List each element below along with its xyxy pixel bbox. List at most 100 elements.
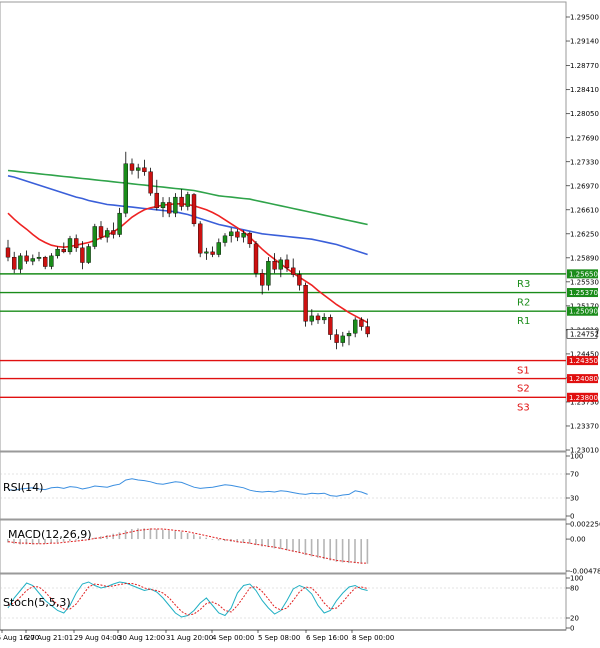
rsi-tick-label: 100 (570, 453, 583, 461)
support-resistance-levels: 1.25650 R3 1.25370 R2 1.25090 R1 1.24350 S1 1.24… (0, 269, 598, 413)
candle (197, 221, 203, 258)
level-price-label: 1.23800 (569, 394, 598, 402)
macd-bar (93, 537, 96, 540)
ma-mid-line (7, 175, 368, 256)
macd-bar (124, 530, 127, 540)
candle (67, 235, 73, 255)
level-price-box (567, 392, 598, 402)
time-tick-label: 30 Aug 12:00 (118, 634, 165, 642)
candle (216, 238, 222, 258)
candle (179, 189, 184, 211)
candle (272, 253, 277, 274)
candle (43, 255, 48, 270)
macd-bar (62, 539, 65, 542)
macd-bar (143, 528, 145, 540)
time-tick-label: 8 Sep 00:00 (352, 634, 394, 642)
macd-bar (137, 528, 139, 540)
candle (247, 231, 253, 248)
candle (334, 329, 339, 350)
macd-bar (118, 532, 121, 540)
candle (166, 197, 172, 218)
macd-bar (366, 539, 369, 564)
price-tick-label: 1.29140 (570, 38, 599, 46)
macd-bar (279, 539, 282, 550)
time-tick-label: 4 Sep 00:00 (212, 634, 254, 642)
time-tick-label: 31 Aug 20:00 (166, 634, 213, 642)
macd-bar (56, 539, 59, 543)
price-tick-label: 1.26970 (570, 182, 599, 190)
price-tick-label: 1.23730 (570, 398, 599, 406)
rsi-tick-label: 30 (570, 495, 579, 503)
macd-title: MACD(12,26,9) (8, 528, 92, 541)
macd-bar (50, 539, 52, 544)
rsi-pane: 100 70 30 0 RSI(14) (0, 451, 583, 521)
candle (365, 318, 370, 338)
candle (142, 159, 147, 176)
macd-bar (186, 533, 189, 540)
level-price-label: 1.25650 (569, 270, 598, 278)
macd-bar (323, 539, 325, 560)
macd-bar (335, 539, 338, 562)
macd-bar (286, 539, 288, 551)
macd-bar (255, 539, 257, 546)
macd-histogram (7, 528, 369, 564)
rsi-tick-label: 70 (570, 471, 579, 479)
candle (55, 246, 60, 259)
stoch-tick-label: 80 (570, 585, 579, 593)
macd-bar (211, 539, 214, 540)
candle (191, 193, 197, 227)
macd-bar (248, 539, 251, 544)
candle (80, 241, 85, 270)
candle (36, 251, 42, 262)
price-tick-label: 1.24450 (570, 350, 599, 358)
macd-bar (81, 539, 83, 540)
macd-bar (205, 537, 207, 540)
macd-bar (131, 529, 133, 540)
candle (18, 253, 23, 274)
candle (61, 242, 66, 254)
rsi-title: RSI(14) (3, 481, 43, 494)
price-tick-label: 1.27330 (570, 158, 599, 166)
candle (204, 247, 209, 260)
price-tick-label: 1.28770 (570, 62, 599, 70)
rsi-line (7, 478, 368, 497)
macd-bar (100, 536, 102, 540)
macd-bar (155, 529, 158, 540)
macd-bar (106, 535, 108, 540)
price-tick-label: 1.29500 (570, 14, 599, 22)
candle (173, 193, 178, 218)
macd-tick-label: 0.002256 (570, 521, 600, 529)
candle (160, 197, 166, 218)
candle (303, 282, 308, 327)
price-tick-label: 1.26250 (570, 230, 599, 238)
price-tick-label: 1.26610 (570, 206, 599, 214)
candle (235, 229, 240, 242)
macd-tick-label: 0.00 (570, 536, 586, 544)
level-tag-s3: S3 (517, 402, 530, 413)
price-tick-label: 1.25890 (570, 254, 599, 262)
macd-bar (224, 539, 226, 542)
candle (73, 234, 79, 252)
price-tick-label: 1.25530 (570, 278, 599, 286)
candle (222, 233, 228, 247)
level-price-label: 1.24080 (569, 375, 598, 383)
macd-bar (162, 529, 164, 540)
candle (49, 253, 54, 270)
stoch-axis-ticks: 100 80 20 0 (566, 575, 583, 633)
macd-bar (25, 539, 28, 545)
candle (148, 167, 153, 196)
candle (11, 251, 17, 274)
candle (353, 317, 358, 338)
macd-bar (348, 539, 350, 564)
price-pane: 1.29500 1.29140 1.28770 1.28410 1.28050 1.276… (0, 1, 599, 455)
candle (340, 331, 345, 347)
macd-bar (13, 539, 15, 544)
time-tick-label: 5 Sep 08:00 (258, 634, 300, 642)
candle (5, 239, 11, 262)
level-price-box (567, 374, 598, 384)
candle (104, 227, 110, 243)
macd-bar (149, 528, 152, 540)
macd-bar (341, 539, 344, 563)
level-tag-r2: R2 (517, 298, 530, 309)
